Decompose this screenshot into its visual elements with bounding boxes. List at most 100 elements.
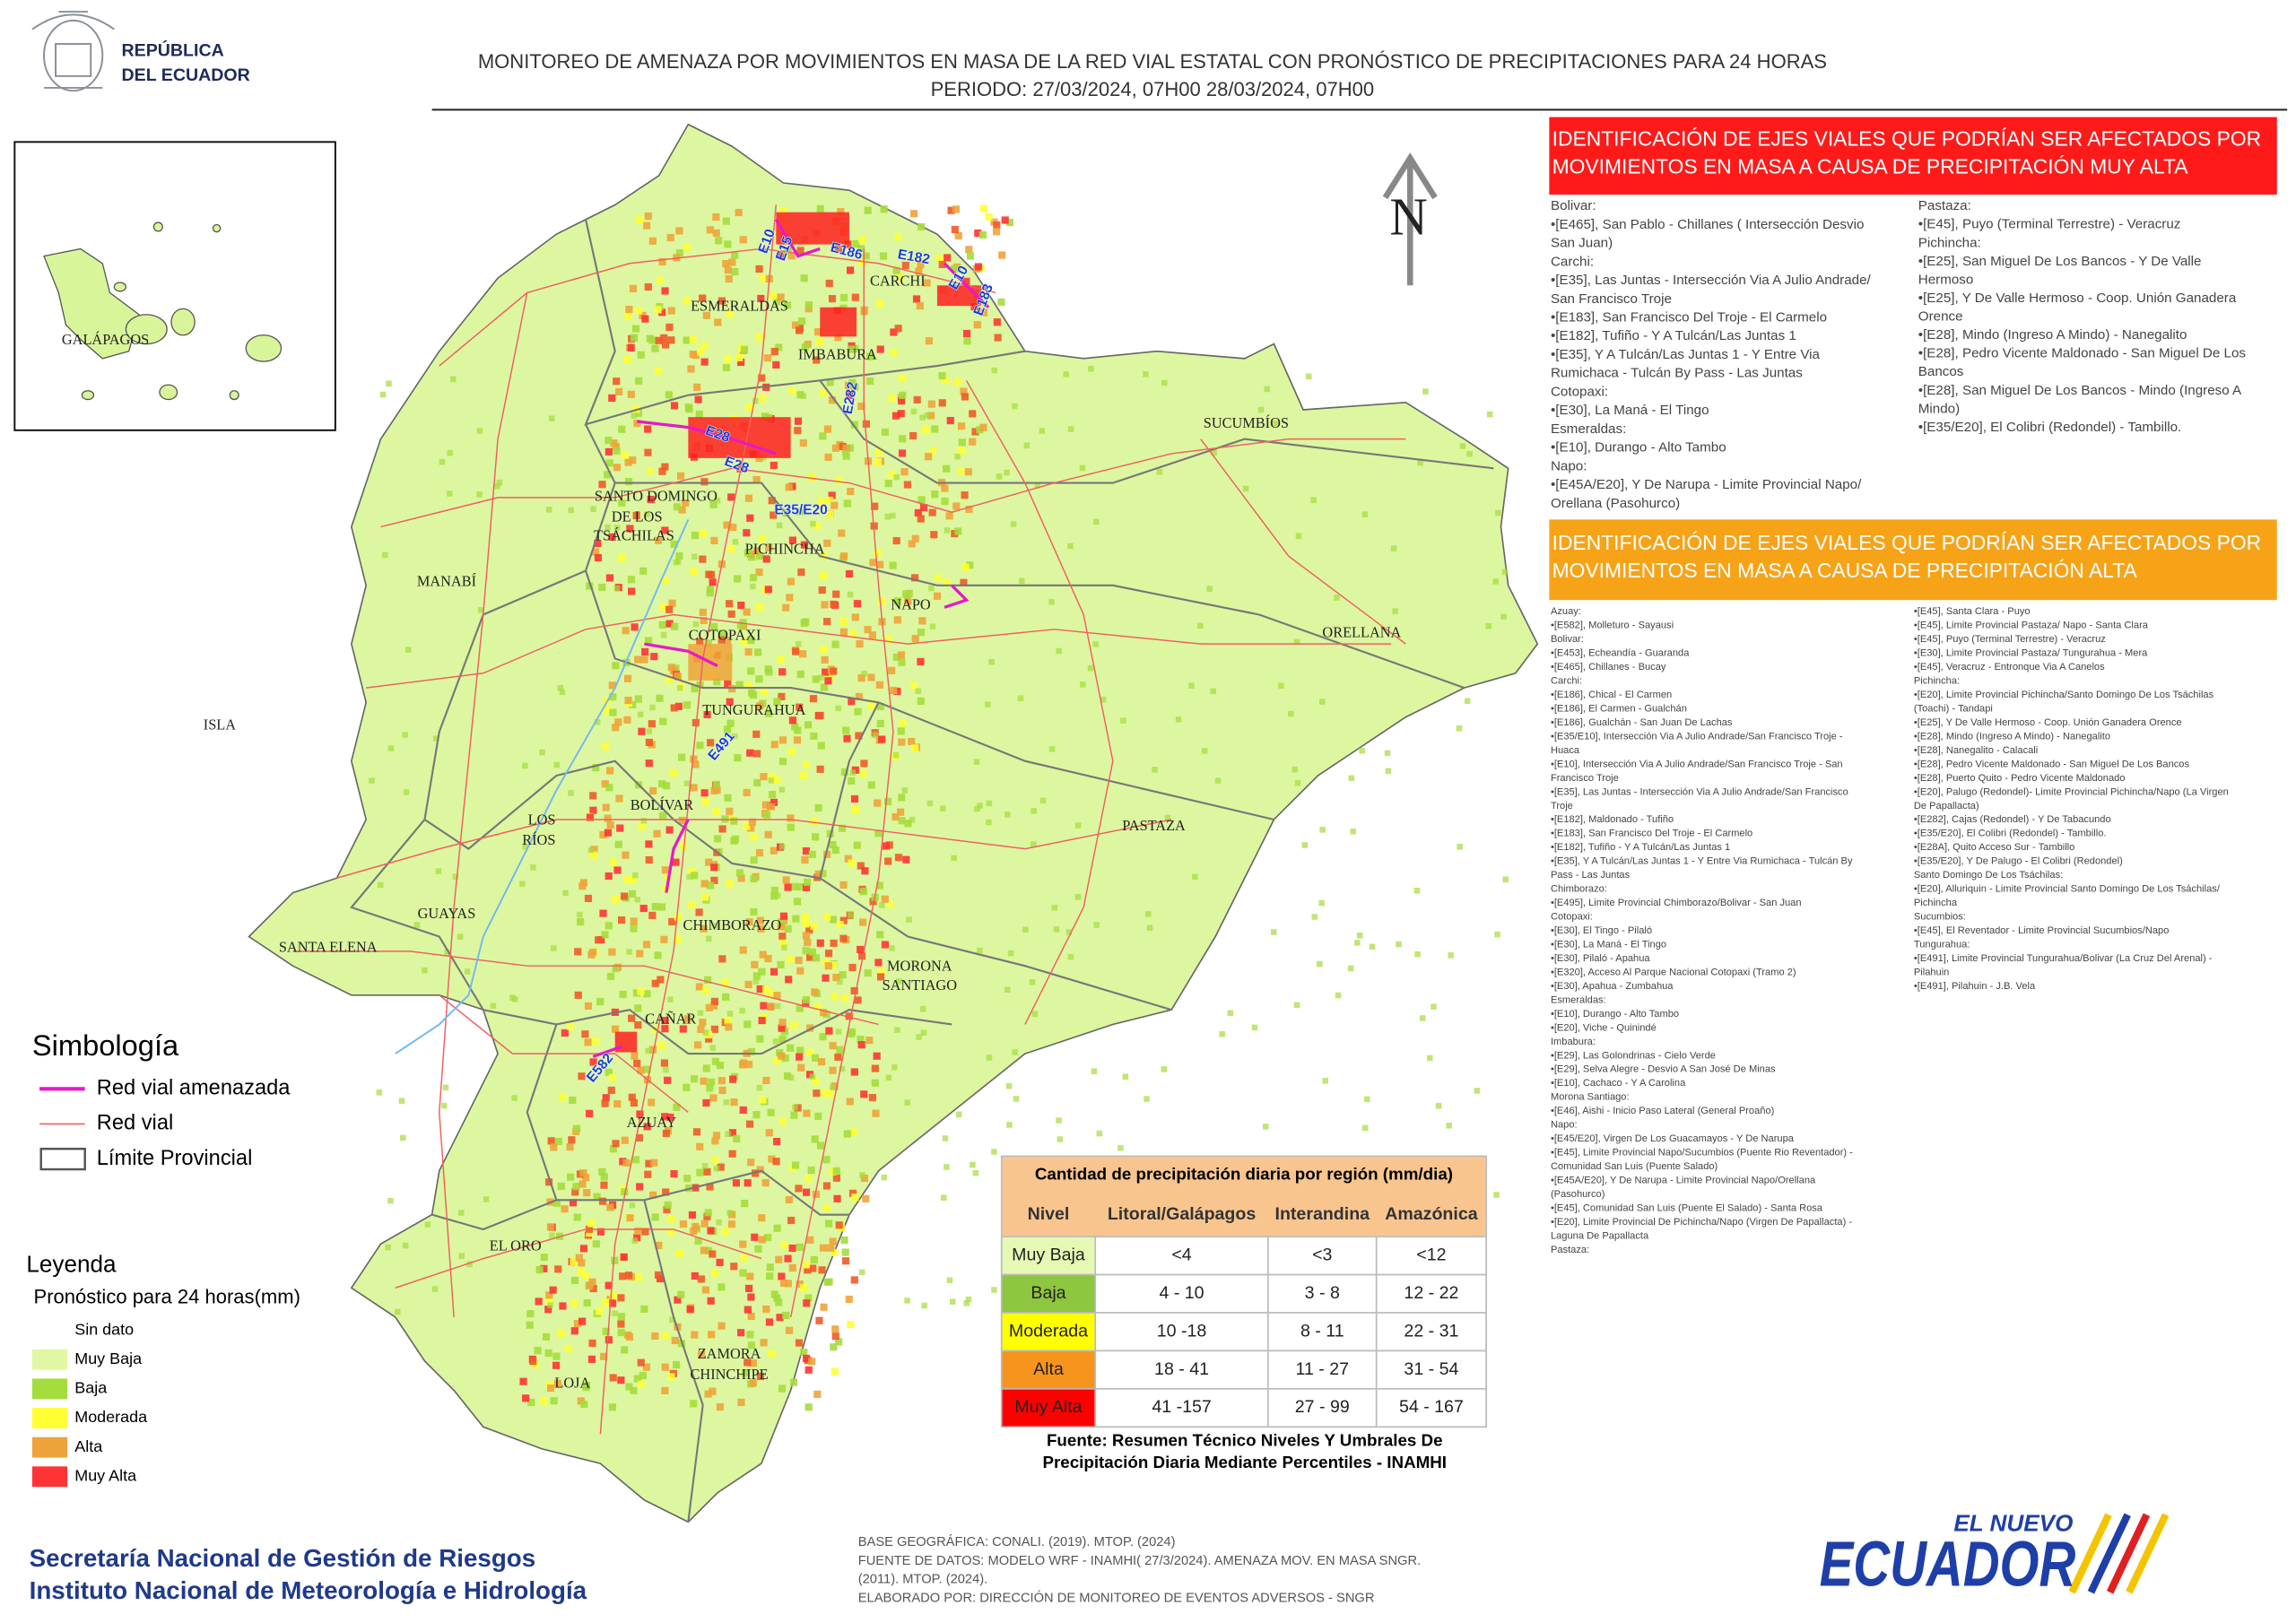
hazard-cell [1031, 808, 1037, 814]
hazard-cell [1501, 568, 1509, 576]
hazard-cell [1227, 1010, 1234, 1017]
road-item: •[E28], Nanegalito - Calacali [1914, 745, 2038, 756]
hazard-cell [1251, 1024, 1258, 1031]
hazard-cell [739, 946, 747, 954]
hazard-cell [871, 1079, 879, 1087]
hazard-cell [1334, 595, 1340, 601]
road-item: •[E465], San Pablo - Chillanes ( Interse… [1551, 217, 1864, 232]
hazard-cell [758, 968, 766, 976]
hazard-cell [1362, 1124, 1369, 1132]
hazard-cell [765, 1129, 773, 1137]
hazard-cell [866, 377, 874, 386]
hazard-cell [825, 673, 834, 681]
hazard-cell [600, 1352, 608, 1360]
hazard-cell [732, 538, 739, 545]
hazard-cell [772, 360, 780, 369]
hazard-cell [799, 438, 807, 447]
hazard-cell [764, 830, 772, 838]
hazard-cell [915, 688, 922, 694]
hazard-cell [634, 409, 642, 417]
hazard-cell [986, 1055, 993, 1061]
logo-text: REPÚBLICA [122, 39, 224, 60]
hazard-cell [593, 1193, 601, 1201]
hazard-cell [832, 1174, 840, 1182]
hazard-cell [980, 308, 988, 317]
road-item: Bolivar: [1551, 634, 1584, 645]
hazard-cell [770, 1290, 778, 1298]
hazard-cell [885, 1074, 892, 1081]
road-item: •[E45A/E20], Y De Narupa - Limite Provin… [1551, 477, 1862, 492]
hazard-cell [821, 655, 829, 664]
hazard-cell [584, 1038, 592, 1046]
hazard-cell [577, 1267, 585, 1275]
hazard-cell [662, 782, 671, 790]
hazard-cell [583, 1189, 591, 1197]
hazard-cell [696, 1168, 704, 1176]
hazard-cell [709, 1094, 718, 1102]
hazard-cell [831, 1367, 839, 1376]
hazard-cell [892, 751, 900, 759]
hazard-cell [969, 410, 977, 418]
hazard-cell [567, 1022, 575, 1030]
hazard-cell [1093, 922, 1100, 928]
hazard-cell [754, 1245, 762, 1253]
hazard-cell [816, 506, 825, 514]
hazard-cell [1288, 710, 1294, 717]
hazard-cell [586, 813, 595, 821]
hazard-cell [1188, 682, 1195, 689]
hazard-cell [592, 1037, 600, 1046]
table-cell-text: <12 [1416, 1245, 1446, 1265]
hazard-cell [775, 343, 783, 352]
hazard-cell [954, 231, 962, 239]
hazard-cell [778, 918, 786, 926]
hazard-cell [799, 650, 807, 658]
hazard-cell [651, 1332, 659, 1341]
hazard-cell [628, 890, 637, 898]
hazard-cell [892, 266, 900, 274]
hazard-cell [889, 561, 897, 569]
hazard-cell [796, 391, 804, 399]
hazard-cell [624, 458, 632, 466]
hazard-cell [764, 709, 773, 717]
hazard-cell [941, 497, 949, 506]
hazard-cell [737, 874, 745, 882]
hazard-cell [573, 1319, 581, 1328]
table-cell [1094, 1273, 1269, 1314]
hazard-cell [1067, 426, 1074, 432]
hazard-cell [855, 732, 863, 740]
hazard-cell [676, 684, 683, 691]
map-period: PERIODO: 27/03/2024, 07H00 28/03/2024, 0… [931, 78, 1375, 100]
hazard-cell [624, 312, 632, 320]
road-item: Hermoso [1918, 272, 1974, 287]
hazard-cell [916, 302, 924, 310]
hazard-cell [921, 1302, 927, 1309]
hazard-cell [519, 1377, 527, 1385]
hazard-cell [813, 1002, 822, 1011]
hazard-cell [811, 1135, 819, 1143]
hazard-cell [831, 1325, 839, 1333]
hazard-cell [654, 1271, 663, 1279]
hazard-cell [966, 561, 974, 569]
hazard-cell [1390, 545, 1397, 551]
hazard-cell [767, 1002, 775, 1011]
road-item: •[E35/E10], Intersección Via A Julio And… [1551, 731, 1843, 742]
hazard-cell [963, 337, 971, 345]
hazard-cell [633, 1234, 641, 1242]
hazard-cell [709, 1045, 717, 1051]
hazard-cell [1004, 469, 1010, 476]
hazard-cell [627, 576, 636, 584]
hazard-cell [794, 417, 803, 425]
road-item: •[E25], San Miguel De Los Bancos - Y De … [1918, 254, 2202, 269]
legend-item: Moderada [74, 1408, 147, 1426]
hazard-cell [667, 336, 675, 344]
hazard-cell [623, 716, 631, 724]
hazard-cell [922, 426, 930, 434]
logo-big: ECUADOR [1820, 1529, 2076, 1601]
hazard-cell [1356, 932, 1363, 939]
hazard-cell [892, 653, 900, 662]
hazard-cell [743, 608, 751, 616]
hazard-cell [700, 342, 709, 350]
hazard-cell [1466, 451, 1473, 457]
hazard-cell [398, 1098, 405, 1104]
table-source: Precipitación Diaria Mediante Percentile… [1042, 1453, 1447, 1471]
